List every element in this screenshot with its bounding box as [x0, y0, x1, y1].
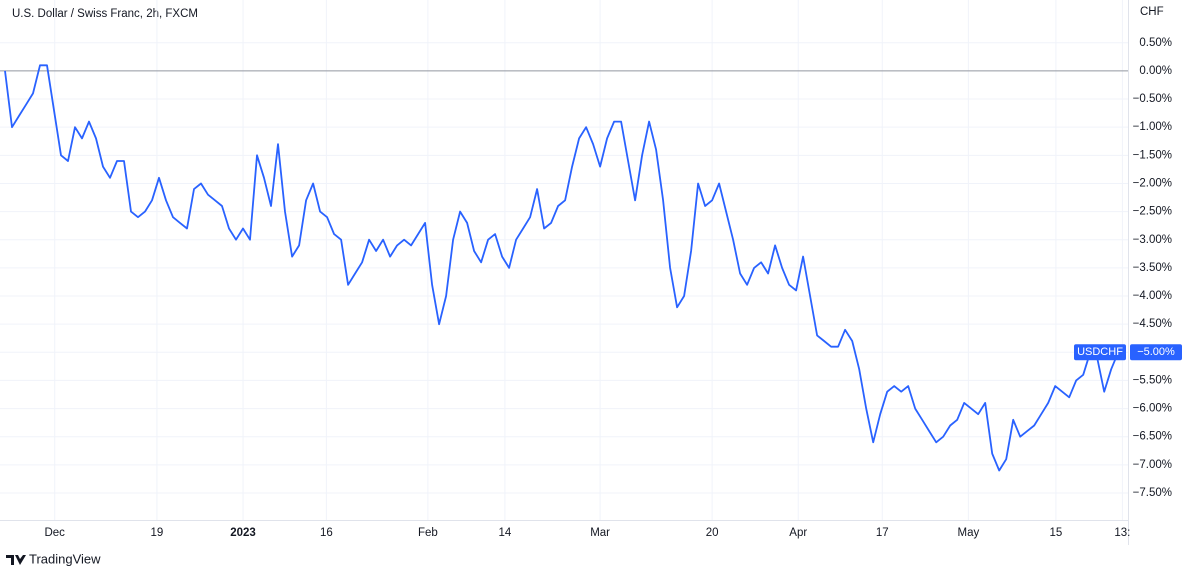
x-tick-label: Feb: [418, 527, 438, 539]
x-tick-label: Apr: [789, 527, 807, 539]
y-tick-label: −4.50%: [1133, 318, 1172, 330]
brand-logo: [6, 555, 26, 565]
x-tick-label: 20: [706, 527, 719, 539]
x-tick-label: Dec: [44, 527, 65, 539]
y-tick-label: −5.50%: [1133, 374, 1172, 386]
price-line: [4, 64, 1120, 472]
y-tick-label: 0.50%: [1139, 37, 1172, 49]
y-tick-label: −1.50%: [1133, 149, 1172, 161]
x-tick-label: May: [958, 527, 980, 539]
x-tick-label: Mar: [590, 527, 610, 539]
y-tick-label: −4.00%: [1133, 290, 1172, 302]
x-tick-label: 14: [498, 527, 511, 539]
x-tick-label: 15: [1049, 527, 1062, 539]
y-tick-label: −3.50%: [1133, 262, 1172, 274]
x-tick-label: 17: [876, 527, 889, 539]
last-value-label: −5.00%: [1137, 346, 1175, 358]
y-unit: CHF: [1140, 6, 1164, 18]
brand: TradingView: [29, 551, 101, 566]
y-tick-label: −3.00%: [1133, 234, 1172, 246]
x-tick-label: 13:: [1114, 527, 1130, 539]
y-tick-label: −2.50%: [1133, 206, 1172, 218]
y-tick-label: −7.50%: [1133, 487, 1172, 499]
y-tick-label: −2.00%: [1133, 177, 1172, 189]
x-tick-label: 19: [151, 527, 164, 539]
y-tick-label: −6.50%: [1133, 431, 1172, 443]
x-tick-label: 16: [320, 527, 333, 539]
y-tick-label: −1.00%: [1133, 121, 1172, 133]
last-value-bg: [1130, 344, 1182, 361]
series-tag: USDCHF: [1077, 346, 1123, 358]
series-tag-bg: [1074, 344, 1126, 361]
chart-title: U.S. Dollar / Swiss Franc, 2h, FXCM: [12, 8, 198, 20]
y-tick-label: 0.00%: [1139, 65, 1172, 77]
x-tick-label: 2023: [230, 527, 256, 539]
grid: [0, 0, 1128, 520]
y-tick-label: −7.00%: [1133, 459, 1172, 471]
y-tick-label: −0.50%: [1133, 93, 1172, 105]
y-tick-label: −6.00%: [1133, 403, 1172, 415]
